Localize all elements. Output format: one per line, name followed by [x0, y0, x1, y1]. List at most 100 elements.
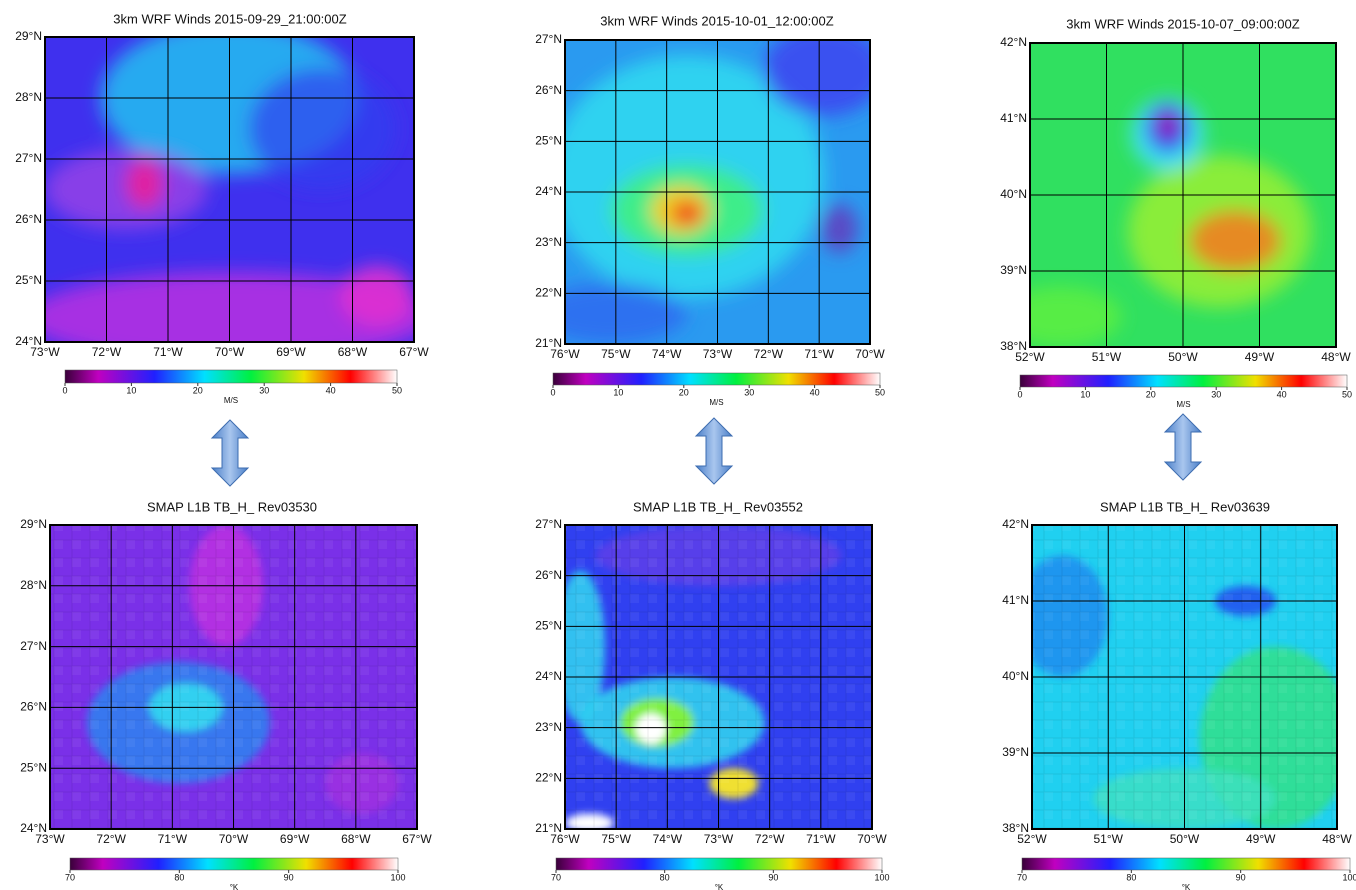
colorbar-tick-label: 10 [613, 387, 623, 397]
lon-label: 72°W [754, 347, 784, 361]
map-feature [671, 201, 703, 226]
lon-label: 68°W [338, 345, 368, 359]
lon-label: 74°W [653, 832, 683, 846]
lon-label: 71°W [158, 832, 188, 846]
colorbar-unit: M/S [224, 396, 238, 405]
colorbar-tick-label: 30 [259, 385, 269, 395]
colorbar-tick-label: 90 [768, 872, 778, 882]
lon-label: 73°W [704, 832, 734, 846]
lon-label: 75°W [601, 347, 631, 361]
colorbar-unit: M/S [709, 398, 723, 407]
colorbar-tick-label: 40 [1277, 389, 1287, 399]
lon-label: 52°W [1015, 350, 1045, 364]
lat-label: 27°N [15, 151, 42, 165]
lat-label: 29°N [15, 29, 42, 43]
colorbar-tick-label: 20 [193, 385, 203, 395]
lon-label: 49°W [1245, 350, 1275, 364]
map-feature [247, 67, 396, 190]
double-arrow [694, 417, 734, 485]
colorbar-unit: M/S [1176, 400, 1190, 409]
colorbar-tick-label: 70 [65, 872, 75, 882]
lat-label: 25°N [20, 760, 47, 774]
map-feature [821, 204, 858, 253]
lon-label: 49°W [1246, 832, 1276, 846]
colorbar-tick-label: 80 [660, 872, 670, 882]
colorbar-tick-label: 90 [284, 872, 294, 882]
panel-title: 3km WRF Winds 2015-09-29_21:00:00Z [113, 11, 346, 26]
map-feature [126, 159, 164, 208]
colorbar-tick-label: 100 [390, 872, 405, 882]
map-feature [45, 149, 208, 230]
colorbar-tick-label: 0 [62, 385, 67, 395]
lat-label: 28°N [15, 90, 42, 104]
colorbar-tick-label: 50 [1342, 389, 1352, 399]
colorbar-tick-label: 40 [326, 385, 336, 395]
map-features [1030, 97, 1312, 347]
colorbar [552, 372, 881, 386]
map-panel: SMAP L1B TB_H_ Rev03639 52°W 51°W 50°W 49°W 4… [1002, 499, 1356, 890]
lon-label: 73°W [703, 347, 733, 361]
lon-label: 72°W [96, 832, 126, 846]
lon-label: 71°W [804, 347, 834, 361]
map-feature [340, 265, 414, 327]
lat-label: 39°N [1002, 745, 1029, 759]
lon-label: 76°W [550, 832, 580, 846]
map-frame [564, 39, 871, 345]
arrows [210, 413, 1203, 487]
lat-label: 29°N [20, 517, 47, 531]
lon-label: 72°W [92, 345, 122, 359]
lat-label: 24°N [535, 184, 562, 198]
colorbar-tick-label: 50 [875, 387, 885, 397]
colorbar-tick-label: 50 [392, 385, 402, 395]
map-frame [564, 524, 873, 830]
lat-label: 38°N [1000, 339, 1027, 353]
colorbar-tick-label: 70 [551, 872, 561, 882]
lat-label: 27°N [20, 639, 47, 653]
panel-title: 3km WRF Winds 2015-10-07_09:00:00Z [1066, 16, 1299, 31]
lat-label: 22°N [535, 771, 562, 785]
lon-label: 72°W [755, 832, 785, 846]
colorbar-tick-label: 0 [550, 387, 555, 397]
lon-label: 50°W [1168, 350, 1198, 364]
colorbar-unit: °K [1182, 883, 1191, 890]
colorbar-unit: °K [230, 883, 239, 890]
lat-label: 40°N [1002, 669, 1029, 683]
lon-label: 68°W [341, 832, 371, 846]
colorbar [69, 857, 399, 871]
lat-label: 40°N [1000, 187, 1027, 201]
colorbar-tick-label: 80 [1126, 872, 1136, 882]
colorbar-tick-label: 20 [679, 387, 689, 397]
map-feature [1158, 112, 1177, 138]
map-panel: SMAP L1B TB_H_ Rev03552 76°W 75°W 74°W 73°W 7… [535, 499, 889, 890]
lon-label: 73°W [30, 345, 60, 359]
lon-label: 71°W [806, 832, 836, 846]
panel-title: 3km WRF Winds 2015-10-01_12:00:00Z [600, 13, 833, 28]
lat-label: 21°N [535, 821, 562, 835]
lat-label: 41°N [1000, 111, 1027, 125]
lon-label: 75°W [601, 832, 631, 846]
map-field [565, 525, 872, 829]
lat-label: 26°N [535, 83, 562, 97]
double-arrow [1163, 413, 1203, 481]
colorbar [64, 369, 398, 384]
colorbar-tick-label: 80 [174, 872, 184, 882]
lon-label: 67°W [402, 832, 432, 846]
colorbar-tick-label: 100 [1342, 872, 1356, 882]
map-panel: 3km WRF Winds 2015-10-07_09:00:00Z 52°W 51… [1000, 16, 1352, 409]
lon-label: 76°W [550, 347, 580, 361]
lat-label: 41°N [1002, 593, 1029, 607]
lat-label: 24°N [535, 669, 562, 683]
lat-label: 23°N [535, 720, 562, 734]
lat-label: 42°N [1000, 35, 1027, 49]
map-features [565, 40, 870, 344]
map-panel: 3km WRF Winds 2015-09-29_21:00:00Z 73°W 72… [15, 11, 429, 405]
lon-label: 70°W [215, 345, 245, 359]
colorbar-tick-label: 10 [126, 385, 136, 395]
lon-label: 69°W [280, 832, 310, 846]
lon-label: 74°W [652, 347, 682, 361]
map-frame [1031, 524, 1338, 830]
colorbar-tick-label: 0 [1017, 389, 1022, 399]
lat-label: 25°N [535, 619, 562, 633]
lon-label: 51°W [1092, 350, 1122, 364]
map-frame [49, 524, 418, 830]
